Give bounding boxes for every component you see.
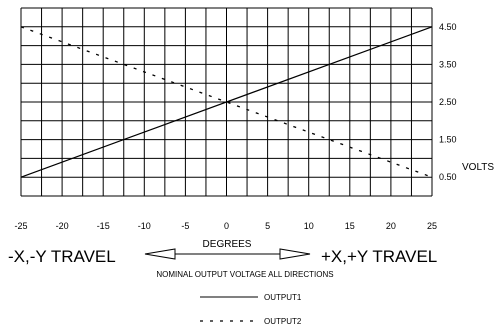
y-tick-label: 3.50 <box>439 59 457 69</box>
x-tick-label: 5 <box>265 221 270 231</box>
plot-grid <box>20 7 433 197</box>
y-tick-label: 4.50 <box>439 22 457 32</box>
chart-caption: NOMINAL OUTPUT VOLTAGE ALL DIRECTIONS <box>156 270 333 279</box>
y-tick-label: 1.50 <box>439 135 457 145</box>
legend-output2-label: OUTPUT2 <box>264 317 302 326</box>
x-tick-label: -10 <box>138 221 151 231</box>
x-tick-label: -15 <box>97 221 110 231</box>
arrow-left-head-icon <box>144 248 176 260</box>
y-unit-label: VOLTS <box>462 162 494 173</box>
legend: OUTPUT1 OUTPUT2 <box>200 293 302 326</box>
series-layer <box>20 26 433 178</box>
x-axis-label: DEGREES <box>203 239 252 250</box>
x-tick-label: 20 <box>386 221 396 231</box>
series-line-output1 <box>20 26 433 178</box>
y-tick-label: 0.50 <box>439 172 457 182</box>
x-tick-label: 10 <box>304 221 314 231</box>
x-tick-label: -20 <box>56 221 69 231</box>
x-tick-label: -25 <box>14 221 27 231</box>
x-tick-labels: -25 -20 -15 -10 -5 0 5 10 15 20 25 <box>14 221 437 231</box>
series-line-output2 <box>20 26 433 178</box>
x-tick-label: 25 <box>427 221 437 231</box>
arrow-right-head-icon <box>279 248 311 260</box>
y-tick-label: 2.50 <box>439 97 457 107</box>
direction-arrow <box>144 248 311 260</box>
x-tick-label: 0 <box>224 221 229 231</box>
legend-output1-label: OUTPUT1 <box>264 293 302 302</box>
x-tick-label: 15 <box>345 221 355 231</box>
x-tick-label: -5 <box>181 221 189 231</box>
right-direction-label: +X,+Y TRAVEL <box>321 247 437 266</box>
left-direction-label: -X,-Y TRAVEL <box>8 247 116 266</box>
y-tick-labels: 4.50 3.50 2.50 1.50 0.50 <box>439 22 457 182</box>
